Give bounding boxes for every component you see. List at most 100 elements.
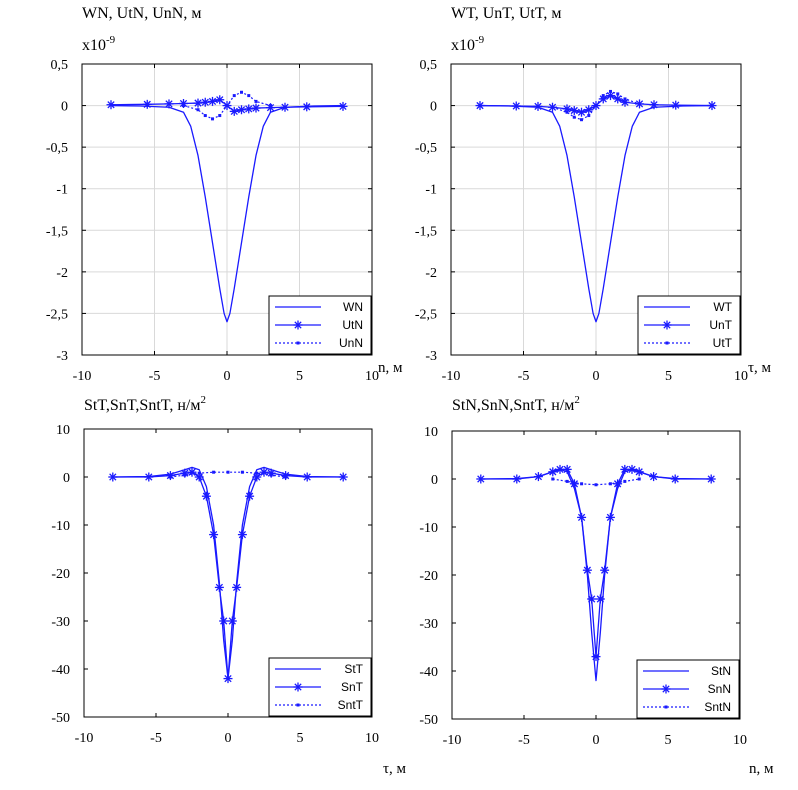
y-tick-label: -2,5 xyxy=(46,307,68,322)
data-point xyxy=(706,474,716,484)
data-point xyxy=(164,99,174,109)
y-tick-label: -2 xyxy=(425,266,437,281)
chart-1: WN, UtN, UnN, м x10-9 -10 -5 0 5 10 0,5 0 -0,5 -1 -… xyxy=(46,5,403,384)
y-tick-label: -10 xyxy=(51,519,70,534)
data-point xyxy=(613,94,623,104)
legend-entry: SnT xyxy=(275,680,364,694)
data-point xyxy=(252,472,262,482)
data-point xyxy=(144,472,154,482)
data-point xyxy=(649,472,659,482)
x-tick-label: 5 xyxy=(665,369,672,384)
x-tick-label: 0 xyxy=(225,731,232,746)
legend: StT SnT SntT xyxy=(268,657,372,717)
data-point xyxy=(208,96,217,106)
data-point xyxy=(212,470,216,474)
x-axis-label: n, м xyxy=(749,761,774,777)
data-point xyxy=(108,472,118,482)
data-point xyxy=(237,105,246,115)
data-point xyxy=(623,479,627,483)
data-point xyxy=(605,512,615,522)
data-point xyxy=(338,101,348,111)
chart-title: StT,SnT,SntT, н/м2 xyxy=(84,394,206,414)
series-UtN xyxy=(106,95,348,116)
data-point xyxy=(232,94,236,98)
x-tick-label: -10 xyxy=(73,369,92,384)
data-point xyxy=(269,104,272,108)
series-SnN xyxy=(476,464,716,662)
chart-title-exponent: 2 xyxy=(574,394,580,406)
y-tick-label: -1 xyxy=(56,183,68,198)
data-point xyxy=(591,652,601,662)
data-point xyxy=(240,90,243,94)
x-tick-label: 10 xyxy=(365,369,379,384)
x-tick-label: 10 xyxy=(734,369,748,384)
data-point xyxy=(209,530,219,540)
data-point xyxy=(259,467,269,477)
chart-3: StT,SnT,SntT, н/м2-10 -5 0 5 10100-10-20-30-… xyxy=(51,394,406,777)
legend-entry: SnN xyxy=(643,682,731,696)
data-point xyxy=(203,114,207,118)
legend-label: StT xyxy=(344,662,363,676)
data-point xyxy=(551,105,554,109)
data-point xyxy=(197,471,201,475)
data-point xyxy=(569,479,579,489)
y-tick-label: -10 xyxy=(419,521,438,536)
y-tick-label: 0 xyxy=(63,471,70,486)
y-tick-label: -3 xyxy=(425,349,437,364)
y-tick-label: -20 xyxy=(419,569,438,584)
x-tick-label: 0 xyxy=(593,369,600,384)
data-point xyxy=(142,99,152,109)
data-point xyxy=(511,101,521,111)
chart-title-exponent: 2 xyxy=(200,394,206,406)
data-point xyxy=(106,100,116,110)
y-tick-label: 0 xyxy=(431,473,438,488)
legend-marker xyxy=(296,341,300,345)
data-point xyxy=(623,97,627,101)
legend: StN SnN SntN xyxy=(636,659,740,719)
data-point xyxy=(582,565,592,575)
y-tick-label: -1 xyxy=(425,183,437,198)
x-tick-label: -10 xyxy=(75,731,94,746)
series-UnT xyxy=(475,91,717,117)
data-point xyxy=(240,470,244,474)
legend-marker xyxy=(662,320,672,330)
data-point xyxy=(251,103,261,113)
data-point xyxy=(219,616,229,626)
data-point xyxy=(638,102,641,106)
chart-title: WN, UtN, UnN, м xyxy=(82,5,201,22)
data-point xyxy=(226,470,230,474)
data-point xyxy=(587,114,591,118)
data-point xyxy=(613,479,623,489)
y-tick-label: -2 xyxy=(56,266,68,281)
data-point xyxy=(225,104,229,108)
data-point xyxy=(572,115,576,119)
data-point xyxy=(637,477,641,481)
data-point xyxy=(237,530,247,540)
x-tick-label: -10 xyxy=(443,733,462,748)
x-tick-label: -10 xyxy=(442,369,461,384)
legend-entry: UnN xyxy=(275,336,363,350)
data-point xyxy=(649,100,659,110)
legend-label: UtT xyxy=(713,336,733,350)
x-tick-label: 0 xyxy=(224,369,231,384)
legend-label: WN xyxy=(343,300,363,314)
data-point xyxy=(580,482,584,486)
y-tick-label: -30 xyxy=(419,617,438,632)
axis-multiplier-exponent: -9 xyxy=(475,34,485,46)
y-tick-label: -0,5 xyxy=(46,141,68,156)
series-WT xyxy=(479,104,713,323)
axis-multiplier-exponent: -9 xyxy=(106,34,116,46)
data-point xyxy=(196,108,200,112)
data-point xyxy=(476,474,486,484)
legend-entry: WT xyxy=(644,300,733,314)
axis-multiplier: x10-9 xyxy=(82,34,116,54)
data-point xyxy=(616,92,620,96)
legend-marker xyxy=(664,705,668,709)
y-tick-label: 0 xyxy=(61,100,68,115)
data-point xyxy=(266,103,275,113)
series-line xyxy=(479,104,713,323)
data-point xyxy=(565,479,569,483)
data-point xyxy=(218,114,222,118)
data-point xyxy=(215,95,225,105)
data-point xyxy=(634,467,644,477)
